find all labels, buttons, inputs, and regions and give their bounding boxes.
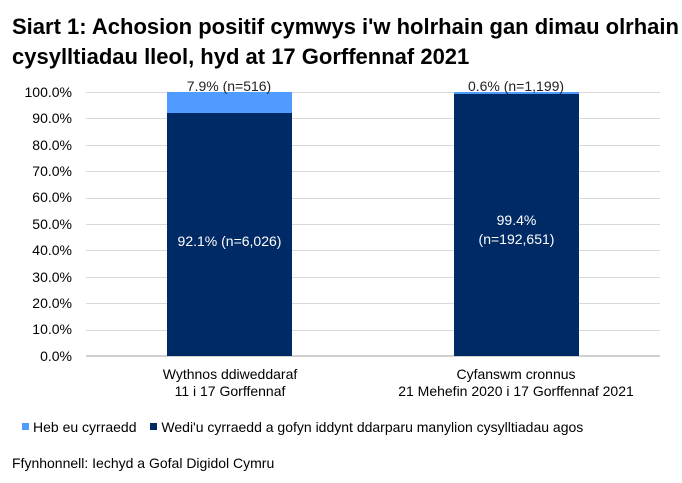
y-tick-label: 60.0% bbox=[32, 189, 72, 205]
gridline bbox=[86, 171, 660, 172]
legend-item-reached: Wedi'u cyrraedd a gofyn iddynt ddarparu … bbox=[150, 419, 583, 435]
gridline bbox=[86, 303, 660, 304]
x-category-cumulative: Cyfanswm cronnus 21 Mehefin 2020 i 17 Go… bbox=[366, 366, 666, 400]
x-category-line: Cyfanswm cronnus bbox=[456, 366, 576, 382]
bar-segment-not-reached bbox=[167, 92, 292, 113]
gridline bbox=[86, 118, 660, 119]
x-category-latest-week: Wythnos ddiweddaraf 11 i 17 Gorffennaf bbox=[80, 366, 380, 400]
y-tick-label: 100.0% bbox=[24, 84, 72, 100]
bar-segment-reached bbox=[167, 113, 292, 356]
y-tick-label: 70.0% bbox=[32, 163, 72, 179]
plot-area: 92.1% (n=6,026) 7.9% (n=516) 99.4% (n=19… bbox=[86, 78, 660, 357]
gridline bbox=[86, 224, 660, 225]
x-category-line: Wythnos ddiweddaraf bbox=[162, 366, 298, 382]
legend-label: Wedi'u cyrraedd a gofyn iddynt ddarparu … bbox=[161, 418, 584, 435]
bar-cumulative: 99.4% (n=192,651) bbox=[454, 92, 579, 356]
y-tick-label: 90.0% bbox=[32, 110, 72, 126]
data-label-reached: 99.4% bbox=[496, 212, 537, 228]
x-axis-line bbox=[86, 355, 660, 357]
gridline bbox=[86, 198, 660, 199]
bar-segment-reached bbox=[454, 94, 579, 356]
gridline bbox=[86, 92, 660, 93]
data-label-reached-count: (n=192,651) bbox=[478, 231, 555, 247]
x-category-line: 11 i 17 Gorffennaf bbox=[174, 383, 286, 399]
y-tick-label: 50.0% bbox=[32, 216, 72, 232]
gridline bbox=[86, 330, 660, 331]
legend-item-not-reached: Heb eu cyrraedd bbox=[22, 419, 137, 435]
x-category-line: 21 Mehefin 2020 i 17 Gorffennaf 2021 bbox=[398, 383, 634, 399]
bar-latest-week: 92.1% (n=6,026) bbox=[167, 92, 292, 356]
gridline bbox=[86, 277, 660, 278]
y-tick-label: 40.0% bbox=[32, 242, 72, 258]
chart-title: Siart 1: Achosion positif cymwys i'w hol… bbox=[12, 14, 679, 69]
data-label-not-reached: 7.9% (n=516) bbox=[186, 78, 272, 94]
data-label-not-reached: 0.6% (n=1,199) bbox=[467, 78, 565, 94]
data-label-reached: 92.1% (n=6,026) bbox=[177, 233, 282, 249]
y-tick-label: 20.0% bbox=[32, 295, 72, 311]
y-tick-label: 0.0% bbox=[40, 348, 72, 364]
bar-segment-not-reached bbox=[454, 92, 579, 94]
legend-swatch-icon bbox=[22, 423, 29, 430]
legend-swatch-icon bbox=[150, 423, 158, 430]
y-tick-label: 10.0% bbox=[32, 321, 72, 337]
legend: Heb eu cyrraedd Wedi'u cyrraedd a gofyn … bbox=[22, 417, 593, 435]
y-tick-label: 80.0% bbox=[32, 137, 72, 153]
gridline bbox=[86, 250, 660, 251]
y-tick-label: 30.0% bbox=[32, 269, 72, 285]
gridline bbox=[86, 145, 660, 146]
legend-label: Heb eu cyrraedd bbox=[33, 418, 137, 435]
source-note: Ffynhonnell: Iechyd a Gofal Digidol Cymr… bbox=[12, 455, 275, 471]
